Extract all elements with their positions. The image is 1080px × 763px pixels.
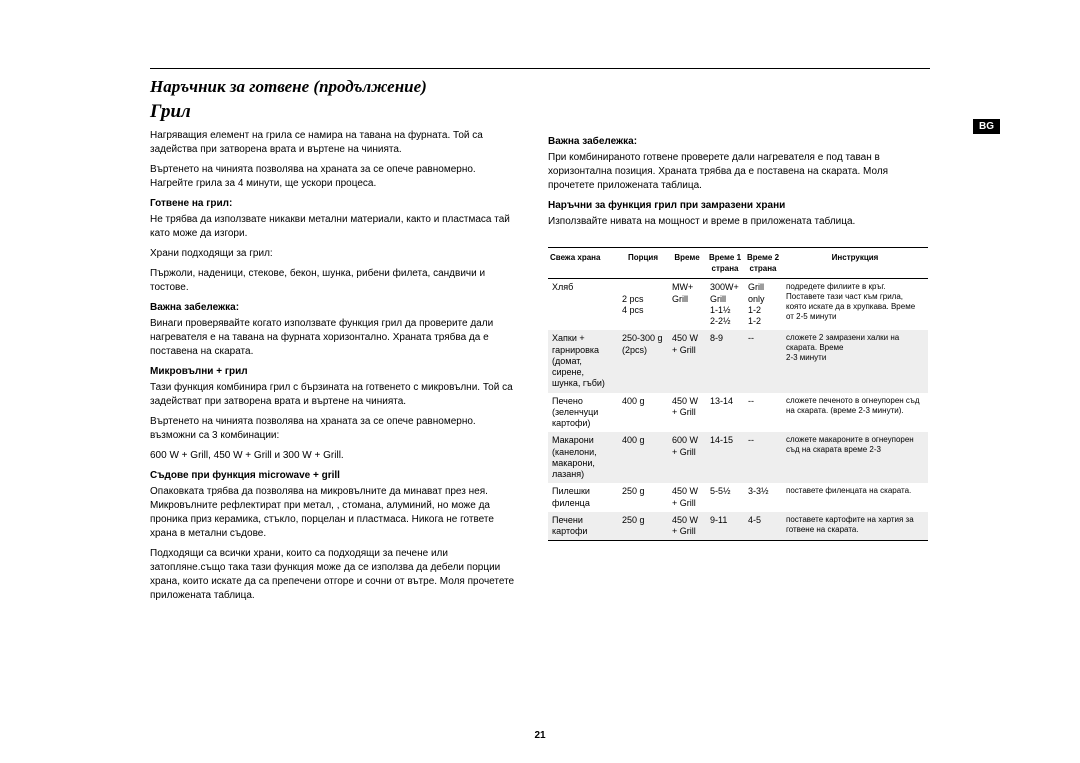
- table-cell: 450 W + Grill: [668, 393, 706, 433]
- table-cell: 14-15: [706, 432, 744, 483]
- para-text: 600 W + Grill, 450 W + Grill и 300 W + G…: [150, 449, 520, 463]
- table-header-row: Свежа храна Порция Време Време 1 страна …: [548, 248, 928, 279]
- table-cell: сложете макароните в огнеупорен съд на с…: [782, 432, 928, 483]
- table-cell: 9-11: [706, 512, 744, 541]
- col-header: Време 1 страна: [706, 248, 744, 279]
- table-cell: Печено (зеленчуци картофи): [548, 393, 618, 433]
- table-cell: --: [744, 330, 782, 392]
- col-header: Свежа храна: [548, 248, 618, 279]
- para-text: Опаковката трябва да позволява на микров…: [150, 485, 520, 541]
- table-cell: 600 W + Grill: [668, 432, 706, 483]
- table-cell: 250-300 g (2pcs): [618, 330, 668, 392]
- para-text: Използвайте нивата на мощност и време в …: [548, 215, 928, 229]
- table-cell: Хапки + гарнировка (домат, сирене, шунка…: [548, 330, 618, 392]
- table-row: Хапки + гарнировка (домат, сирене, шунка…: [548, 330, 928, 392]
- left-column: Нагряващия елемент на грила се намира на…: [150, 129, 520, 609]
- page-number: 21: [0, 730, 1080, 741]
- table-row: Печено (зеленчуци картофи)400 g450 W + G…: [548, 393, 928, 433]
- para-text: Винаги проверявайте когато използвате фу…: [150, 317, 520, 359]
- table-row: Пилешки филенца250 g450 W + Grill5-5½3-3…: [548, 483, 928, 512]
- table-cell: Хляб: [548, 279, 618, 331]
- para-text: При комбинираното готвене проверете дали…: [548, 151, 928, 193]
- col-header: Порция: [618, 248, 668, 279]
- table-cell: 300W+ Grill 1-1½ 2-2½: [706, 279, 744, 331]
- columns: Нагряващия елемент на грила се намира на…: [150, 129, 930, 609]
- table-row: Печени картофи250 g450 W + Grill9-114-5п…: [548, 512, 928, 541]
- table-row: Хляб 2 pcs 4 pcsMW+ Grill300W+ Grill 1-1…: [548, 279, 928, 331]
- col-header: Време 2 страна: [744, 248, 782, 279]
- subheading: Готвене на грил:: [150, 197, 520, 211]
- table-cell: 250 g: [618, 512, 668, 541]
- col-header: Инструкция: [782, 248, 928, 279]
- table-cell: сложете 2 замразени халки на скарата. Вр…: [782, 330, 928, 392]
- table-cell: подредете филиите в кръг. Поставете тази…: [782, 279, 928, 331]
- table-cell: --: [744, 432, 782, 483]
- table-cell: 450 W + Grill: [668, 330, 706, 392]
- table-cell: поставете картофите на хартия за готвене…: [782, 512, 928, 541]
- page-content: BG Наръчник за готвене (продължение) Гри…: [150, 68, 930, 609]
- right-column: Важна забележка: При комбинираното готве…: [548, 129, 928, 609]
- subheading: Важна забележка:: [548, 135, 928, 149]
- table-cell: Grill only 1-2 1-2: [744, 279, 782, 331]
- para-text: Тази функция комбинира грил с бързината …: [150, 381, 520, 409]
- table-cell: 250 g: [618, 483, 668, 512]
- table-cell: 5-5½: [706, 483, 744, 512]
- table-cell: --: [744, 393, 782, 433]
- title-continuation: Наръчник за готвене (продължение): [150, 77, 930, 97]
- table-cell: 13-14: [706, 393, 744, 433]
- para-text: Нагряващия елемент на грила се намира на…: [150, 129, 520, 157]
- section-title: Грил: [150, 101, 930, 123]
- table-cell: 8-9: [706, 330, 744, 392]
- subheading: Съдове при функция microwave + grill: [150, 469, 520, 483]
- table-cell: 2 pcs 4 pcs: [618, 279, 668, 331]
- table-cell: Печени картофи: [548, 512, 618, 541]
- subheading: Наръчни за функция грил при замразени хр…: [548, 199, 928, 213]
- table-cell: 450 W + Grill: [668, 512, 706, 541]
- table-cell: поставете филенцата на скарата.: [782, 483, 928, 512]
- table-cell: сложете печеното в огнеупорен съд на ска…: [782, 393, 928, 433]
- para-text: Подходящи са всички храни, които са подх…: [150, 547, 520, 603]
- para-text: Храни подходящи за грил:: [150, 247, 520, 261]
- para-text: Пържоли, наденици, стекове, бекон, шунка…: [150, 267, 520, 295]
- table-cell: Пилешки филенца: [548, 483, 618, 512]
- table-cell: 400 g: [618, 432, 668, 483]
- table-row: Макарони (канелони, макарони, лазаня)400…: [548, 432, 928, 483]
- col-header: Време: [668, 248, 706, 279]
- table-cell: Макарони (канелони, макарони, лазаня): [548, 432, 618, 483]
- table-cell: MW+ Grill: [668, 279, 706, 331]
- subheading: Важна забележка:: [150, 301, 520, 315]
- subheading: Микровълни + грил: [150, 365, 520, 379]
- para-text: Не трябва да използвате никакви метални …: [150, 213, 520, 241]
- para-text: Въртенето на чинията позволява на хранат…: [150, 163, 520, 191]
- table-cell: 400 g: [618, 393, 668, 433]
- table-body: Хляб 2 pcs 4 pcsMW+ Grill300W+ Grill 1-1…: [548, 279, 928, 541]
- grill-table: Свежа храна Порция Време Време 1 страна …: [548, 247, 928, 541]
- para-text: Въртенето на чинията позволява на хранат…: [150, 415, 520, 443]
- table-cell: 450 W + Grill: [668, 483, 706, 512]
- table-cell: 4-5: [744, 512, 782, 541]
- language-tag: BG: [973, 119, 1000, 134]
- table-cell: 3-3½: [744, 483, 782, 512]
